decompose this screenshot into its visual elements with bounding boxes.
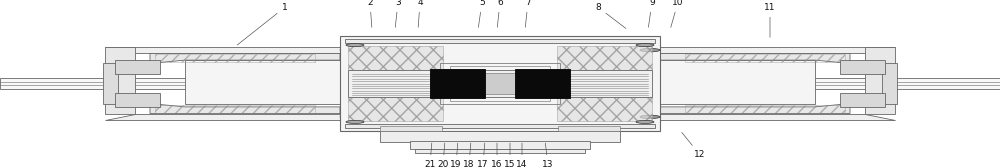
- Text: 8: 8: [595, 3, 626, 28]
- Bar: [650, 78, 1000, 89]
- Bar: [685, 54, 845, 62]
- Text: 21: 21: [424, 143, 436, 167]
- Bar: [660, 60, 815, 104]
- Bar: [380, 131, 620, 142]
- Bar: [415, 149, 585, 153]
- Text: 15: 15: [504, 143, 516, 167]
- Bar: [345, 124, 655, 128]
- Text: 13: 13: [542, 143, 554, 167]
- Text: 19: 19: [450, 143, 462, 167]
- Text: 9: 9: [648, 0, 655, 27]
- Bar: [557, 97, 652, 121]
- Bar: [155, 105, 315, 113]
- Bar: [882, 63, 897, 104]
- Polygon shape: [150, 104, 340, 114]
- Text: 16: 16: [491, 143, 503, 167]
- Bar: [0, 78, 350, 89]
- Bar: [865, 47, 895, 114]
- Text: 5: 5: [478, 0, 485, 27]
- Bar: [348, 97, 443, 121]
- Circle shape: [640, 115, 660, 119]
- Bar: [115, 60, 160, 74]
- Bar: [340, 36, 660, 131]
- Bar: [348, 46, 443, 70]
- Bar: [380, 126, 442, 131]
- Text: 17: 17: [477, 143, 489, 167]
- Circle shape: [640, 48, 660, 52]
- Text: 14: 14: [516, 143, 528, 167]
- Bar: [840, 93, 885, 107]
- Bar: [430, 69, 485, 98]
- Bar: [685, 105, 845, 113]
- Text: 6: 6: [497, 0, 503, 27]
- Circle shape: [340, 115, 360, 119]
- Text: 10: 10: [671, 0, 684, 27]
- Text: 1: 1: [237, 3, 288, 45]
- Text: 4: 4: [417, 0, 423, 27]
- Text: 2: 2: [367, 0, 373, 27]
- Text: 7: 7: [525, 0, 531, 27]
- Polygon shape: [660, 114, 895, 120]
- Bar: [105, 47, 135, 114]
- Circle shape: [346, 120, 364, 123]
- Bar: [840, 60, 885, 74]
- Circle shape: [340, 48, 360, 52]
- Polygon shape: [105, 47, 340, 53]
- Bar: [485, 73, 515, 94]
- Text: 12: 12: [682, 132, 706, 159]
- Bar: [558, 126, 620, 131]
- Bar: [348, 70, 652, 97]
- Circle shape: [636, 120, 654, 123]
- Polygon shape: [660, 104, 850, 114]
- Polygon shape: [660, 53, 850, 63]
- Text: 11: 11: [764, 3, 776, 37]
- Polygon shape: [105, 114, 340, 120]
- Circle shape: [636, 44, 654, 47]
- Bar: [345, 39, 655, 43]
- Text: 20: 20: [437, 143, 449, 167]
- Polygon shape: [660, 47, 895, 53]
- Polygon shape: [150, 53, 340, 63]
- Bar: [103, 63, 118, 104]
- Bar: [185, 60, 340, 104]
- Bar: [557, 46, 652, 70]
- Bar: [115, 93, 160, 107]
- Bar: [155, 54, 315, 62]
- Bar: [440, 63, 560, 104]
- Text: 3: 3: [395, 0, 401, 27]
- Bar: [515, 69, 570, 98]
- Bar: [410, 141, 590, 149]
- Text: 18: 18: [463, 143, 475, 167]
- Circle shape: [346, 44, 364, 47]
- Bar: [450, 66, 550, 101]
